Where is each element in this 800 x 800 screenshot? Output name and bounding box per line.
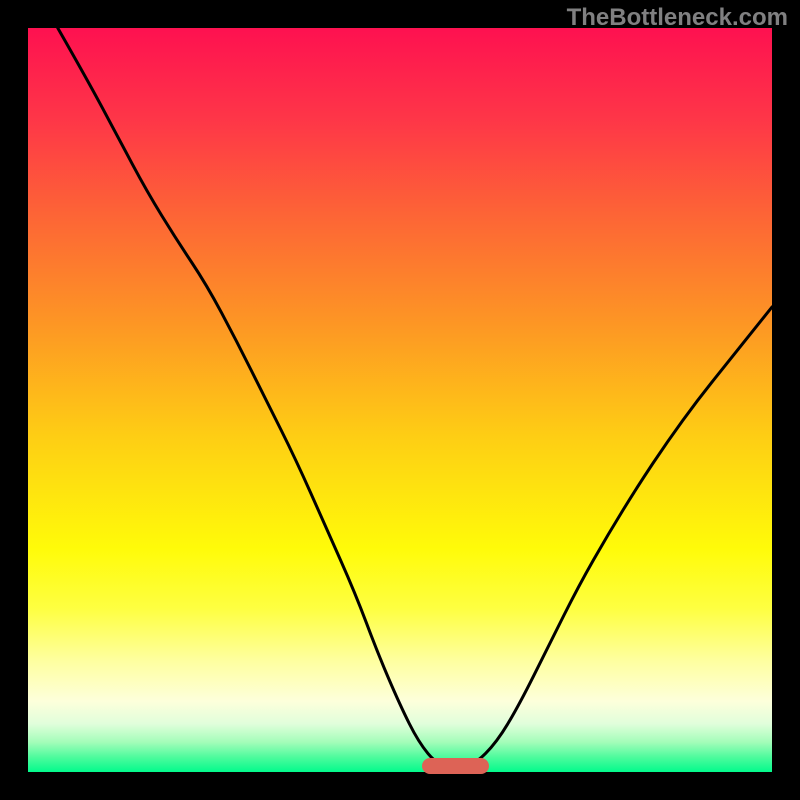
optimum-marker bbox=[422, 758, 489, 774]
curve-layer bbox=[28, 28, 772, 772]
plot-area bbox=[28, 28, 772, 772]
bottleneck-curve bbox=[58, 28, 772, 767]
chart-stage: TheBottleneck.com bbox=[0, 0, 800, 800]
